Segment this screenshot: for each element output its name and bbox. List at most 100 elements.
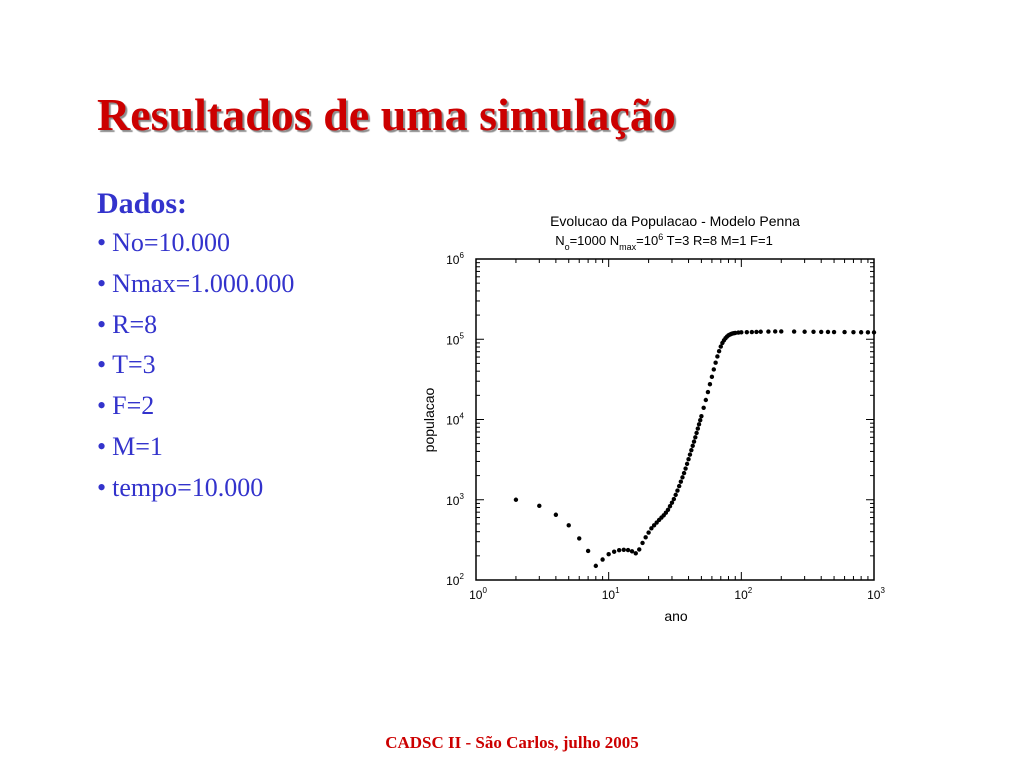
data-point [858, 330, 864, 335]
bullet-icon: • [97, 350, 107, 380]
axis-ticks: 100 101 102 103 102 103 104 105 106 [446, 251, 885, 602]
data-point [744, 329, 750, 335]
data-point [616, 548, 622, 553]
data-point [693, 435, 698, 440]
parameter-t: T=3 [112, 350, 156, 380]
data-point [701, 405, 706, 410]
x-tick-label: 102 [734, 586, 752, 602]
parameter-r: R=8 [112, 309, 158, 339]
data-point [758, 329, 763, 334]
data-point [791, 329, 797, 334]
list-item: • Nmax=1.000.000 [97, 264, 294, 305]
data-point [600, 557, 605, 562]
data-point [691, 439, 697, 444]
data-point [633, 551, 638, 556]
data-point [754, 329, 759, 335]
list-item: • T=3 [97, 345, 294, 386]
data-point [694, 430, 699, 436]
bullet-icon: • [97, 472, 107, 502]
data-point [689, 447, 694, 453]
data-point [537, 503, 542, 509]
data-point [683, 466, 688, 471]
data-point [871, 330, 877, 335]
x-tick-label: 100 [469, 586, 487, 602]
data-point [825, 329, 831, 335]
data-point [831, 329, 837, 335]
parameter-nmax: Nmax=1.000.000 [112, 268, 295, 298]
y-tick-label: 106 [446, 251, 464, 267]
bullet-icon: • [97, 228, 107, 257]
data-heading: Dados: [97, 187, 188, 220]
data-point [684, 461, 690, 467]
data-point [649, 526, 654, 531]
parameter-m: M=1 [112, 431, 163, 461]
data-point [766, 329, 771, 334]
data-point [577, 536, 582, 541]
x-axis-label: ano [664, 608, 688, 624]
data-point [713, 360, 718, 365]
footer: CADSC II - São Carlos, julho 2005 [385, 733, 639, 752]
slide-title: Resultados de uma simulação [97, 89, 676, 140]
data-point [865, 330, 871, 335]
bullet-icon: • [97, 431, 107, 461]
data-point [709, 374, 715, 380]
data-point [513, 497, 519, 502]
y-tick-label: 103 [446, 492, 464, 508]
list-item: • No=10.000 [97, 223, 294, 264]
data-point [711, 367, 716, 372]
data-point [707, 382, 713, 387]
x-tick-label: 103 [867, 586, 885, 602]
data-point [851, 329, 856, 335]
data-point [671, 496, 677, 502]
data-point [681, 470, 687, 476]
data-point [811, 329, 816, 335]
parameter-f: F=2 [112, 391, 155, 421]
data-point [643, 535, 648, 540]
data-point [773, 329, 778, 334]
data-point [640, 540, 645, 546]
list-item: • tempo=10.000 [97, 468, 294, 509]
data-point [665, 507, 671, 512]
parameter-tempo: tempo=10.000 [112, 472, 264, 502]
data-point [566, 523, 571, 528]
data-point [676, 483, 682, 489]
data-point [819, 329, 824, 335]
data-point [716, 348, 722, 354]
data-panel: Dados: • No=10.000 • Nmax=1.000.000 • R=8 •… [97, 185, 294, 509]
x-tick-label: 101 [602, 586, 620, 602]
data-point [669, 500, 675, 505]
data-point [675, 488, 680, 493]
data-point [690, 443, 695, 449]
chart-subtitle: No=1000 Nmax=106 T=3 R=8 M=1 F=1 [555, 232, 773, 252]
y-tick-label: 102 [446, 572, 464, 588]
data-point [686, 457, 691, 462]
data-point [637, 547, 642, 552]
data-point [698, 418, 703, 423]
data-point [625, 547, 631, 553]
data-point [611, 549, 617, 554]
data-point [695, 426, 701, 431]
bullet-icon: • [97, 391, 107, 421]
data-point [687, 452, 693, 457]
data-point [629, 549, 635, 554]
data-point [802, 329, 807, 334]
data-point [779, 329, 784, 334]
chart-title: Evolucao da Populacao - Modelo Penna [550, 213, 800, 229]
data-point [699, 413, 704, 419]
y-tick-label: 104 [446, 412, 464, 428]
bullet-icon: • [97, 309, 107, 339]
data-point [606, 551, 611, 557]
data-point [585, 548, 591, 554]
data-point [667, 504, 673, 509]
data-point [553, 512, 559, 517]
plot-frame [475, 258, 875, 581]
data-point [739, 330, 744, 335]
bullet-icon: • [97, 268, 107, 298]
data-point [646, 530, 651, 535]
list-item: • M=1 [97, 427, 294, 468]
data-point [842, 329, 847, 335]
data-point [718, 344, 723, 349]
data-point [715, 354, 720, 359]
data-point [703, 397, 709, 403]
